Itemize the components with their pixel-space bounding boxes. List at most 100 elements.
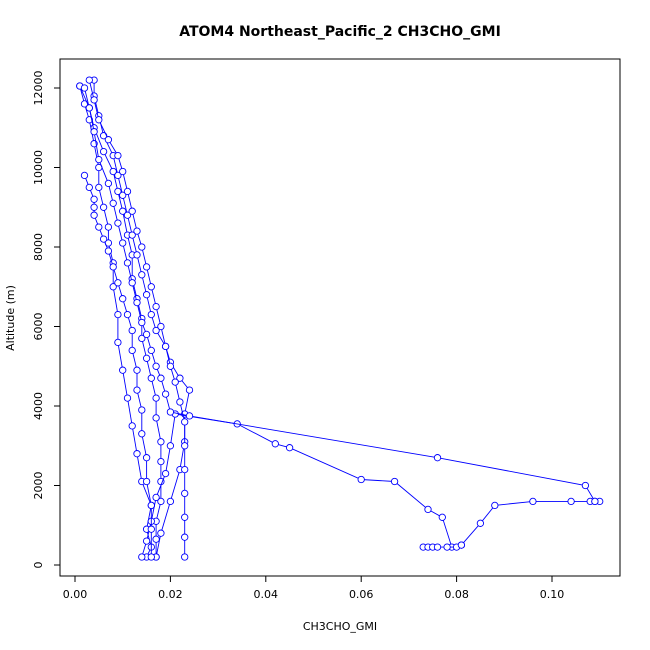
data-point bbox=[85, 76, 93, 84]
data-point bbox=[138, 406, 146, 414]
data-point bbox=[95, 116, 103, 124]
data-point bbox=[166, 442, 175, 450]
data-point bbox=[152, 362, 160, 370]
data-point bbox=[181, 533, 189, 541]
data-point bbox=[104, 247, 113, 255]
series-line bbox=[79, 85, 152, 558]
data-point bbox=[157, 374, 165, 382]
x-tick-label: 0.04 bbox=[254, 588, 279, 601]
y-tick-label: 4000 bbox=[32, 392, 45, 420]
data-point bbox=[128, 422, 136, 430]
data-point bbox=[138, 430, 146, 438]
y-tick-label: 10000 bbox=[32, 150, 45, 185]
data-point bbox=[119, 207, 127, 215]
data-point bbox=[157, 457, 165, 466]
data-point bbox=[109, 263, 117, 271]
data-point bbox=[104, 223, 113, 231]
data-point bbox=[138, 243, 146, 251]
data-point bbox=[123, 394, 132, 402]
data-point bbox=[157, 497, 165, 506]
data-point bbox=[161, 342, 170, 351]
data-point bbox=[142, 291, 151, 299]
data-point bbox=[181, 442, 189, 450]
data-point bbox=[99, 203, 108, 211]
data-point bbox=[128, 231, 136, 239]
data-point bbox=[133, 366, 141, 374]
data-point bbox=[119, 167, 127, 176]
x-tick-label: 0.10 bbox=[540, 588, 565, 601]
data-point bbox=[95, 155, 103, 164]
data-point bbox=[147, 310, 155, 319]
data-point bbox=[476, 519, 485, 527]
y-tick-label: 0 bbox=[32, 562, 45, 569]
data-point bbox=[157, 529, 165, 537]
data-point bbox=[90, 203, 98, 211]
data-point bbox=[95, 223, 103, 231]
data-point bbox=[157, 438, 165, 446]
data-point bbox=[181, 489, 189, 498]
data-point bbox=[152, 414, 160, 422]
data-point bbox=[433, 454, 442, 462]
y-tick-label: 12000 bbox=[32, 71, 45, 106]
data-point bbox=[109, 283, 117, 291]
data-point bbox=[152, 493, 160, 502]
data-point bbox=[390, 477, 399, 486]
series-8 bbox=[80, 171, 155, 561]
data-point bbox=[90, 211, 98, 219]
series-7 bbox=[419, 541, 466, 551]
data-point bbox=[114, 279, 122, 287]
x-tick-label: 0.06 bbox=[349, 588, 374, 601]
data-point bbox=[90, 195, 98, 203]
data-point bbox=[119, 239, 127, 247]
data-point bbox=[457, 541, 466, 549]
series-4 bbox=[85, 76, 189, 561]
data-point bbox=[119, 191, 127, 199]
data-point bbox=[123, 211, 132, 219]
data-point bbox=[161, 390, 170, 398]
data-point bbox=[161, 469, 170, 478]
data-point bbox=[128, 346, 136, 355]
data-point bbox=[171, 378, 179, 386]
data-point bbox=[128, 326, 136, 335]
x-axis-label: CH3CHO_GMI bbox=[303, 620, 377, 633]
data-point bbox=[142, 263, 151, 271]
data-point bbox=[114, 338, 122, 347]
data-point bbox=[80, 171, 89, 180]
data-point bbox=[138, 553, 146, 561]
data-point bbox=[133, 298, 141, 307]
data-point bbox=[142, 537, 151, 545]
data-point bbox=[133, 386, 141, 394]
series-layer bbox=[76, 76, 604, 561]
data-point bbox=[114, 310, 122, 319]
data-point bbox=[581, 481, 590, 490]
series-line bbox=[84, 87, 596, 502]
x-tick-label: 0.08 bbox=[444, 588, 469, 601]
data-point bbox=[138, 334, 146, 343]
y-tick-label: 8000 bbox=[32, 233, 45, 261]
data-point bbox=[176, 398, 184, 406]
data-point bbox=[90, 128, 98, 136]
data-point bbox=[147, 501, 155, 510]
y-tick-label: 6000 bbox=[32, 313, 45, 341]
data-point bbox=[99, 235, 108, 243]
x-axis: 0.00 0.02 0.04 0.06 0.08 0.10 bbox=[63, 575, 565, 601]
data-point bbox=[285, 444, 294, 452]
data-point bbox=[114, 151, 122, 160]
data-point bbox=[133, 450, 141, 458]
data-point bbox=[138, 271, 146, 279]
data-point bbox=[138, 318, 146, 327]
y-tick-label: 2000 bbox=[32, 472, 45, 500]
data-point bbox=[142, 454, 151, 462]
data-point bbox=[142, 477, 151, 486]
data-point bbox=[491, 501, 499, 510]
data-point bbox=[128, 279, 136, 287]
data-point bbox=[123, 187, 132, 196]
data-point bbox=[152, 535, 160, 543]
data-point bbox=[147, 553, 155, 561]
data-point bbox=[109, 167, 117, 176]
data-point bbox=[443, 543, 451, 551]
data-point bbox=[157, 322, 165, 331]
data-point bbox=[438, 513, 446, 521]
data-point bbox=[85, 183, 93, 192]
